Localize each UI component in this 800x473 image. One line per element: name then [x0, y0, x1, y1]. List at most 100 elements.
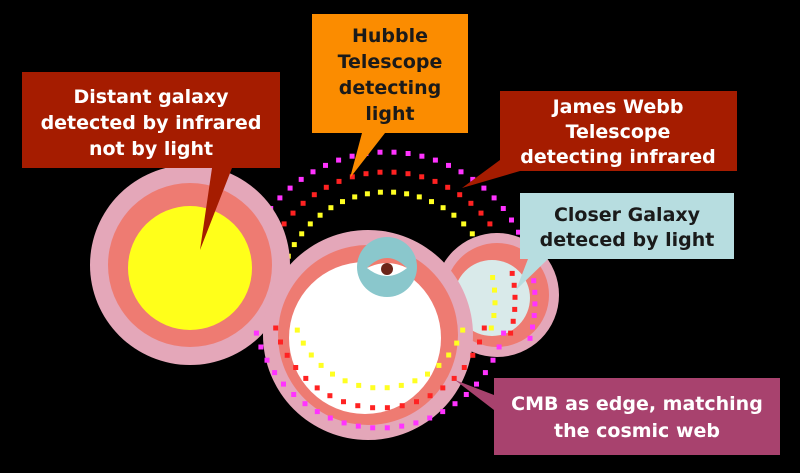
magenta-dot	[310, 169, 316, 175]
red-dot	[470, 352, 476, 358]
callout-cmb-line-2: the cosmic web	[554, 420, 720, 442]
magenta-dot	[264, 357, 270, 363]
red-dot	[293, 365, 299, 370]
yellow-dot	[425, 371, 430, 377]
red-dot	[399, 403, 405, 409]
yellow-dot	[330, 371, 335, 377]
yellow-dot	[492, 300, 498, 306]
yellow-dot	[412, 378, 418, 384]
callout-hubble-line-1: Hubble	[352, 25, 428, 47]
callout-james-webb: James Webb Telescope detecting infrared	[462, 91, 737, 188]
magenta-dot	[413, 420, 419, 426]
callout-cmb-line-1: CMB as edge, matching	[511, 393, 763, 415]
red-dot	[300, 200, 306, 206]
yellow-dot	[398, 382, 404, 388]
yellow-dot	[318, 362, 324, 368]
red-dot	[478, 210, 484, 216]
magenta-dot	[427, 415, 433, 421]
magenta-dot	[501, 330, 507, 336]
yellow-dot	[436, 362, 442, 368]
yellow-dot	[488, 325, 494, 331]
yellow-dot	[460, 327, 466, 333]
yellow-dot	[317, 212, 323, 218]
magenta-dot	[277, 195, 283, 201]
callout-james-webb-box	[462, 91, 737, 188]
red-dot	[481, 325, 487, 331]
yellow-dot	[328, 205, 334, 211]
callout-hubble-line-2: Telescope	[338, 51, 443, 73]
magenta-dot	[405, 151, 411, 156]
magenta-dot	[491, 195, 497, 201]
magenta-dot	[532, 289, 538, 295]
magenta-dot	[516, 229, 521, 235]
red-dot	[290, 210, 296, 216]
yellow-dot	[377, 189, 383, 195]
callout-closer-galaxy-line-2: deteced by light	[540, 229, 715, 251]
magenta-dot	[377, 149, 383, 155]
red-dot	[314, 385, 320, 391]
red-dot	[477, 339, 482, 345]
yellow-dot	[446, 352, 452, 358]
callout-distant-galaxy: Distant galaxy detected by infrared not …	[22, 72, 280, 250]
red-dot	[419, 174, 425, 180]
eye-icon	[357, 237, 417, 297]
red-dot	[311, 192, 317, 198]
magenta-dot	[327, 415, 333, 421]
yellow-dot	[469, 231, 475, 237]
magenta-dot	[482, 370, 488, 376]
red-dot	[384, 405, 390, 411]
callout-distant-galaxy-box	[22, 72, 280, 250]
yellow-dot	[308, 352, 314, 358]
yellow-dot	[307, 221, 313, 227]
observable-universe-core	[289, 262, 441, 414]
red-dot	[512, 306, 518, 312]
magenta-dot	[463, 392, 469, 397]
yellow-dot	[370, 385, 376, 391]
callout-cmb-box	[455, 378, 780, 455]
magenta-dot	[272, 370, 278, 376]
magenta-dot	[291, 392, 297, 397]
eye-pupil	[381, 263, 393, 275]
yellow-dot	[300, 340, 306, 346]
red-dot	[327, 393, 333, 399]
red-dot	[461, 365, 467, 370]
red-dot	[487, 221, 493, 227]
magenta-dot	[419, 153, 425, 159]
magenta-dot	[298, 176, 304, 182]
callout-james-webb-line-3: detecting infrared	[520, 146, 715, 168]
yellow-dot	[384, 385, 390, 391]
magenta-dot	[253, 330, 259, 336]
magenta-dot	[258, 344, 264, 350]
magenta-dot	[323, 162, 328, 168]
red-dot	[273, 325, 279, 331]
yellow-dot	[492, 287, 497, 293]
magenta-dot	[440, 409, 446, 415]
red-dot	[336, 178, 342, 184]
red-dot	[349, 174, 355, 180]
red-dot	[370, 405, 376, 411]
magenta-dot	[509, 217, 514, 223]
red-dot	[509, 270, 515, 276]
yellow-dot	[416, 194, 422, 200]
yellow-dot	[391, 189, 397, 195]
magenta-dot	[341, 420, 347, 426]
yellow-dot	[340, 199, 345, 205]
red-dot	[427, 393, 433, 399]
red-dot	[341, 399, 346, 405]
callout-james-webb-line-1: James Webb	[551, 96, 684, 118]
callout-hubble-line-4: light	[365, 103, 414, 125]
magenta-dot	[355, 423, 361, 429]
magenta-dot	[370, 425, 376, 431]
yellow-dot	[404, 191, 410, 197]
yellow-dot	[291, 242, 297, 248]
red-dot	[323, 184, 329, 190]
magenta-dot	[399, 423, 405, 429]
callout-distant-galaxy-line-2: detected by infrared	[41, 112, 262, 134]
magenta-dot	[452, 401, 458, 407]
red-dot	[512, 294, 518, 300]
magenta-dot	[481, 185, 487, 191]
magenta-dot	[470, 176, 476, 182]
red-dot	[363, 171, 369, 177]
red-dot	[468, 200, 474, 206]
red-dot	[414, 399, 419, 405]
